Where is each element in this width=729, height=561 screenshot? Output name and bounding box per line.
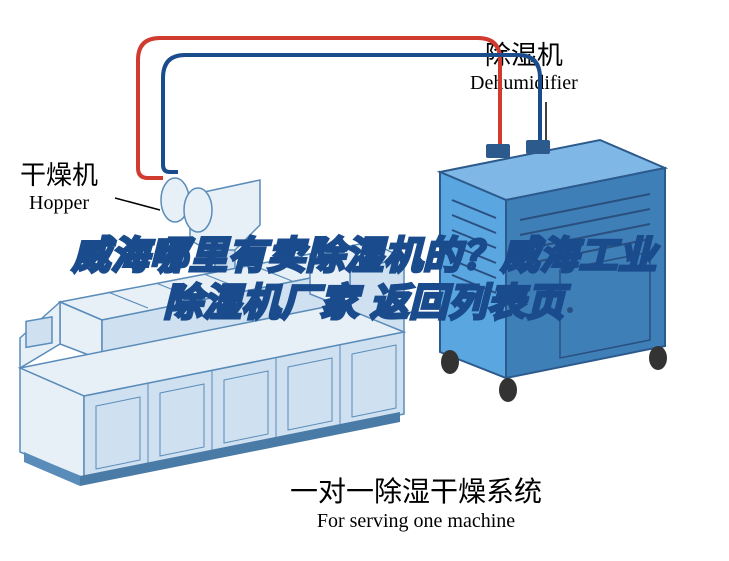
extruder-machine xyxy=(20,242,404,486)
system-diagram xyxy=(0,0,729,561)
dehumidifier-unit xyxy=(440,140,667,402)
pipe-red xyxy=(138,38,500,178)
caster-icon xyxy=(441,350,459,374)
pipe-group xyxy=(138,38,540,178)
hopper-unit xyxy=(161,178,260,274)
caster-icon xyxy=(649,346,667,370)
caster-icon xyxy=(499,378,517,402)
pipe-blue xyxy=(163,55,540,172)
